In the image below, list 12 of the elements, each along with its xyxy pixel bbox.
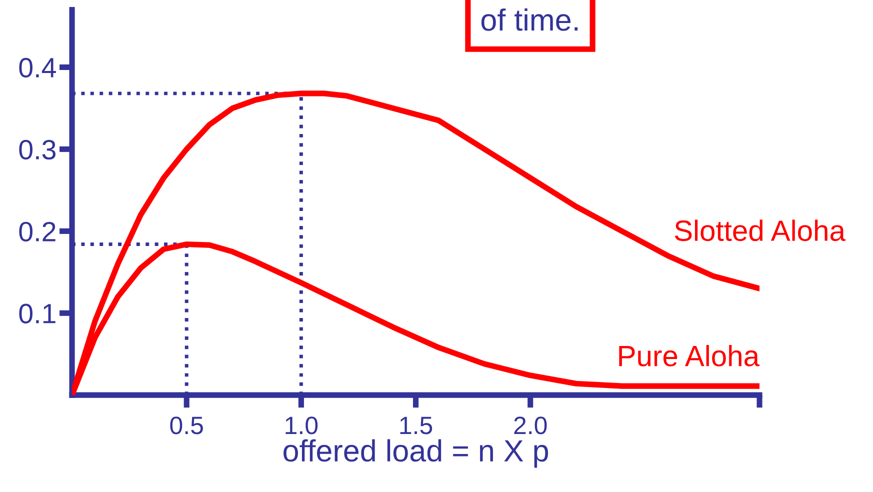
x-tick-label: 1.5 (400, 416, 432, 434)
x-tick-label: 2.0 (514, 416, 547, 434)
annotation: of time. (481, 8, 578, 31)
x-tick-label: 0.5 (170, 416, 203, 434)
y-tick-label: 0.2 (19, 222, 56, 242)
y-tick-label: 0.3 (19, 140, 56, 160)
series-label: Pure Aloha (619, 344, 760, 366)
x-axis-title: offered load = n X p (284, 439, 548, 468)
y-tick-label: 0.4 (19, 58, 56, 78)
series-label: Slotted Aloha (674, 220, 846, 242)
x-tick-label: 1.0 (286, 416, 318, 434)
y-tick-label: 0.1 (19, 304, 56, 324)
